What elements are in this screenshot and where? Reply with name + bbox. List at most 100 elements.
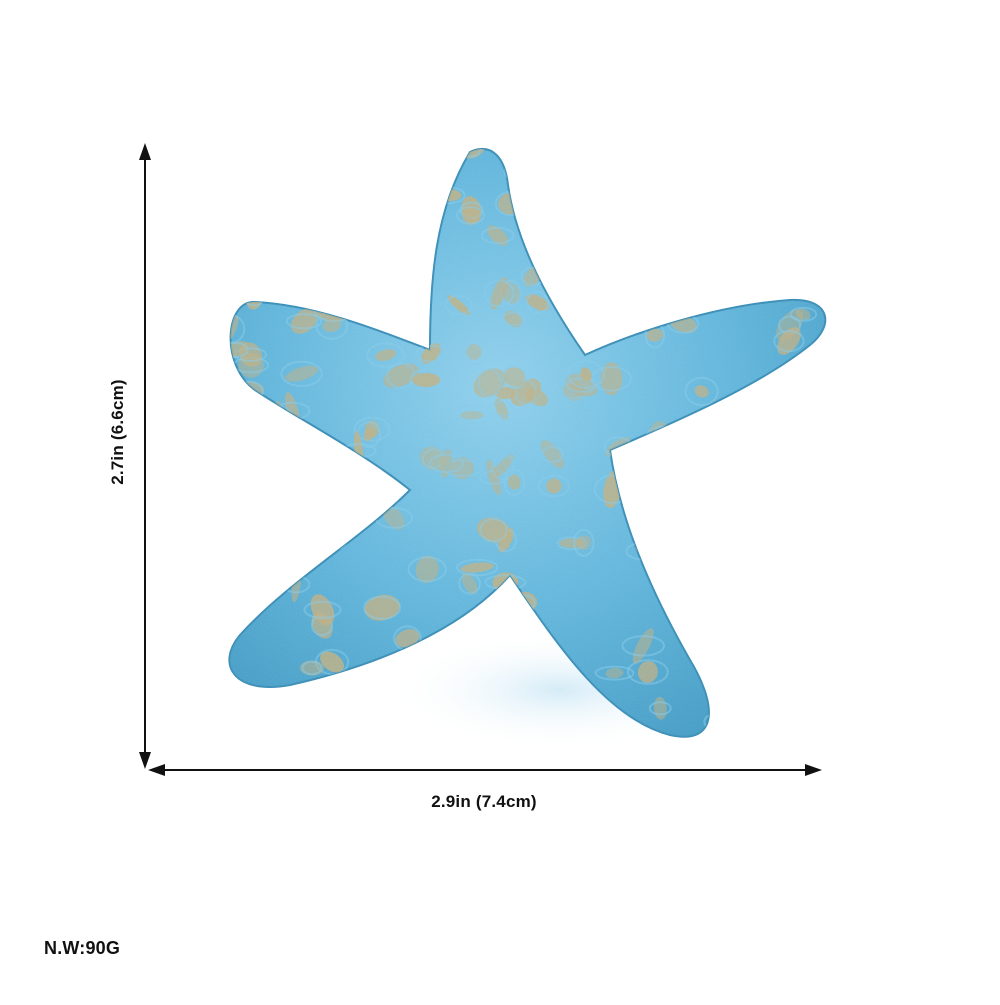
texture-spot: [229, 219, 247, 249]
texture-rim: [529, 148, 562, 169]
texture-spot: [615, 304, 634, 337]
texture-spot: [253, 230, 272, 247]
texture-rim: [322, 526, 346, 546]
texture-spot: [566, 212, 586, 232]
texture-spot: [640, 522, 660, 538]
texture-rim: [770, 148, 810, 150]
texture-spot: [635, 456, 651, 478]
texture-spot: [306, 499, 321, 511]
texture-spot: [229, 479, 239, 505]
texture-spot: [315, 729, 329, 737]
texture-spot: [329, 457, 351, 467]
texture-spot: [305, 224, 326, 239]
texture-spot: [709, 544, 732, 574]
texture-spot: [799, 447, 818, 465]
texture-spot: [784, 397, 810, 431]
texture-rim: [246, 161, 273, 190]
texture-spot: [303, 148, 338, 156]
texture-rim: [789, 227, 814, 244]
texture-rim: [349, 462, 379, 481]
texture-rim: [380, 742, 413, 756]
texture-rim: [242, 568, 267, 593]
texture-spot: [498, 148, 521, 155]
texture-spot: [728, 627, 744, 637]
texture-spot: [793, 651, 810, 672]
texture-rim: [329, 451, 351, 472]
texture-rim: [303, 148, 338, 157]
texture-rim: [675, 148, 717, 159]
texture-spot: [287, 148, 314, 164]
texture-spot: [254, 266, 271, 284]
texture-rim: [744, 586, 787, 613]
texture-rim: [700, 498, 737, 515]
texture-rim: [776, 405, 818, 424]
texture-spot: [241, 504, 278, 520]
texture-rim: [733, 154, 771, 184]
texture-spot: [377, 486, 394, 508]
height-label: 2.7in (6.6cm): [108, 379, 127, 485]
texture-spot: [707, 240, 729, 257]
texture-spot: [611, 148, 627, 155]
texture-rim: [565, 217, 589, 238]
texture-rim: [576, 218, 608, 236]
texture-rim: [600, 148, 638, 157]
texture-rim: [563, 213, 589, 232]
texture-rim: [368, 708, 392, 737]
texture-spot: [772, 148, 789, 153]
texture-rim: [229, 220, 248, 248]
texture-spot: [736, 162, 767, 175]
texture-spot: [294, 485, 322, 505]
texture-spot: [798, 732, 815, 737]
texture-spot: [244, 572, 264, 589]
texture-spot: [686, 577, 724, 605]
texture-rim: [503, 162, 530, 182]
texture-spot: [536, 148, 555, 164]
texture-spot: [249, 165, 270, 186]
texture-spot: [506, 163, 527, 181]
texture-spot: [257, 201, 274, 213]
texture-rim: [290, 148, 311, 157]
net-weight-label: N.W:90G: [44, 938, 121, 958]
texture-rim: [610, 306, 639, 335]
texture-spot: [561, 217, 593, 238]
texture-spot: [389, 742, 404, 756]
texture-spot: [261, 261, 295, 278]
texture-rim: [782, 653, 822, 669]
texture-spot: [720, 149, 740, 169]
texture-rim: [639, 522, 662, 538]
texture-rim: [686, 582, 725, 600]
texture-rim: [656, 233, 677, 258]
texture-rim: [748, 558, 780, 578]
texture-spot: [610, 226, 636, 247]
texture-rim: [606, 148, 637, 157]
texture-rim: [661, 530, 701, 560]
width-label: 2.9in (7.4cm): [431, 792, 537, 811]
texture-rim: [794, 443, 822, 469]
texture-rim: [297, 216, 335, 247]
texture-rim: [707, 240, 730, 258]
texture-rim: [735, 496, 762, 525]
width-dimension-arrow: [148, 764, 822, 776]
texture-rim: [254, 198, 278, 216]
texture-rim: [258, 256, 298, 283]
texture-rim: [699, 587, 743, 604]
texture-rim: [271, 430, 297, 456]
texture-spot: [232, 257, 246, 295]
texture-rim: [787, 190, 808, 218]
texture-rim: [244, 268, 282, 283]
texture-rim: [622, 456, 663, 478]
texture-spot: [681, 148, 711, 162]
texture-spot: [732, 630, 755, 654]
texture-spot: [587, 283, 600, 308]
texture-spot: [711, 497, 726, 516]
texture-spot: [596, 195, 614, 216]
texture-spot: [759, 591, 772, 608]
texture-spot: [229, 427, 254, 441]
texture-rim: [229, 478, 236, 507]
texture-rim: [730, 631, 757, 653]
texture-rim: [293, 486, 323, 503]
texture-spot: [365, 243, 402, 257]
texture-spot: [668, 535, 694, 555]
texture-spot: [705, 586, 737, 606]
